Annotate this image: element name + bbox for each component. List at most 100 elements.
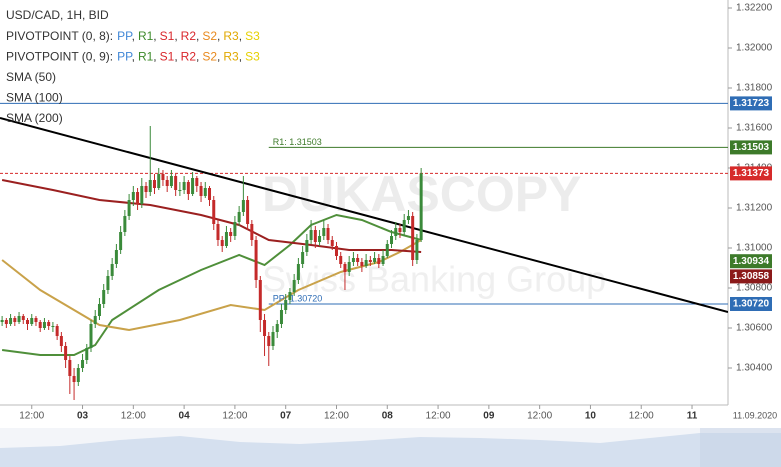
candle-body [72, 376, 76, 382]
candle-body [237, 212, 241, 222]
legend-item: PP [117, 29, 133, 43]
level-text: R1: 1.31503 [273, 137, 322, 147]
legend-item: S3 [245, 29, 260, 43]
candle-body [398, 228, 402, 232]
level-box [730, 269, 772, 284]
x-tick-label: 07 [280, 411, 292, 422]
candle-body [309, 230, 313, 240]
legend-separator: , [132, 50, 135, 64]
candle-body [4, 320, 8, 324]
legend-item: S2 [202, 50, 217, 64]
legend-separator: , [153, 29, 156, 43]
candle-body [254, 240, 258, 280]
legend-item: S1 [160, 29, 175, 43]
legend-separator: , [217, 29, 220, 43]
candle-body [89, 324, 93, 348]
legend-item: SMA (100) [6, 91, 63, 105]
candle-body [216, 224, 220, 240]
candle-body [360, 262, 364, 266]
sma-line [1, 213, 422, 356]
y-tick-label: 1.31000 [736, 243, 773, 254]
level-label: 1.30720 [733, 299, 770, 310]
y-tick-label: 1.32200 [736, 3, 773, 14]
candle-body [402, 220, 406, 232]
x-tick-label: 10 [585, 411, 597, 422]
x-tick-label: 04 [179, 411, 191, 422]
legend-item: R3 [223, 29, 239, 43]
candle-body [127, 200, 131, 216]
candle-body [381, 256, 385, 264]
candle-body [351, 258, 355, 262]
candle-body [334, 246, 338, 256]
candle-body [415, 240, 419, 260]
candle-body [330, 240, 334, 246]
candle-body [301, 252, 305, 264]
legend-item: R3 [223, 50, 239, 64]
candle-body [42, 322, 46, 328]
candle-body [191, 178, 195, 194]
candle-body [296, 264, 300, 280]
legend-item: SMA (50) [6, 70, 56, 84]
candle-body [51, 326, 55, 327]
candle-body [275, 324, 279, 332]
candle-body [144, 186, 148, 192]
x-tick-label: 12:00 [527, 411, 552, 422]
x-tick-label: 08 [382, 411, 394, 422]
candle-body [26, 320, 30, 324]
legend-separator: , [217, 50, 220, 64]
candle-body [64, 346, 68, 360]
level-label: 1.30934 [733, 256, 770, 267]
candle-body [148, 180, 152, 192]
candle-body [220, 240, 224, 246]
candle-body [288, 292, 292, 300]
candle-body [250, 224, 254, 240]
candle-body [119, 232, 123, 250]
candle-body [178, 190, 182, 191]
legend-item: R2 [181, 29, 197, 43]
candle-body [313, 230, 317, 242]
watermark: Swiss Banking Group [262, 259, 606, 300]
x-tick-label: 12:00 [324, 411, 349, 422]
x-tick-label: 12:00 [121, 411, 146, 422]
legend-item: SMA (200) [6, 111, 63, 125]
legend-label: PIVOTPOINT (0, 8): [6, 29, 113, 43]
candle-body [339, 256, 343, 264]
legend-item: S2 [202, 29, 217, 43]
pivot-legend: PIVOTPOINT (0, 9): PP, R1, S1, R2, S2, R3, S3 [6, 50, 260, 64]
candle-body [385, 244, 389, 256]
legend-label: PIVOTPOINT (0, 9): [6, 50, 113, 64]
y-tick-label: 1.31200 [736, 203, 773, 214]
candle-body [9, 318, 13, 324]
candle-body [182, 182, 186, 190]
candle-body [174, 176, 178, 190]
x-tick-label: 03 [77, 411, 89, 422]
candle-body [131, 192, 135, 200]
candle-body [97, 304, 101, 316]
level-box [730, 166, 772, 181]
candle-body [114, 250, 118, 264]
level-box [730, 297, 772, 311]
candle-body [326, 228, 330, 240]
legend-separator: , [196, 50, 199, 64]
candle-body [271, 332, 275, 346]
candle-body [406, 216, 410, 220]
level-text: PP: 1.30720 [273, 293, 323, 303]
x-tick-label: 12:00 [19, 411, 44, 422]
legend-separator: , [132, 29, 135, 43]
level-box [730, 140, 772, 155]
candle-body [17, 316, 21, 322]
candle-body [212, 200, 216, 224]
legend-item: S1 [160, 50, 175, 64]
candle-body [411, 216, 415, 260]
candle-body [30, 318, 34, 324]
candle-body [347, 262, 351, 272]
candle-body [246, 200, 250, 224]
navigator-area [0, 433, 781, 467]
candle-body [123, 216, 127, 232]
candle-body [390, 236, 394, 244]
candle-body [233, 222, 237, 236]
level-box [730, 96, 772, 111]
candle-body [81, 360, 85, 368]
navigator-window[interactable] [700, 428, 781, 467]
